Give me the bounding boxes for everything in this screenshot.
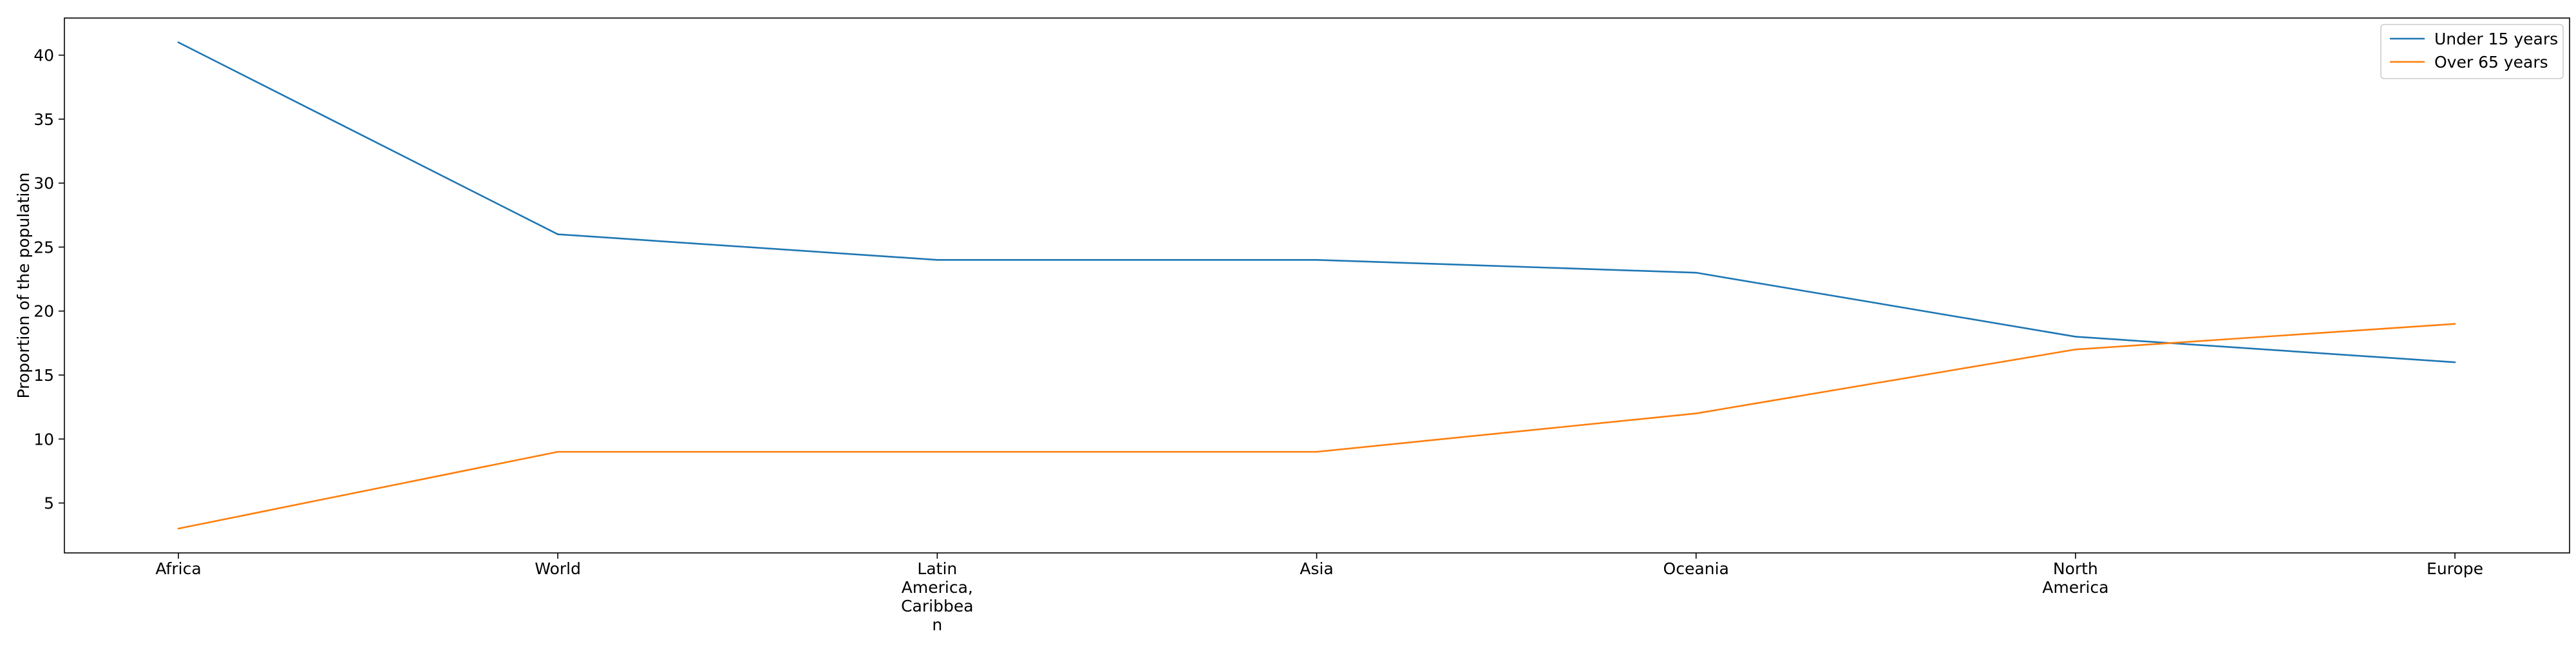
y-axis-ticks: 5 10 15 20 25 30 35 40	[33, 46, 64, 513]
x-tick-label-line: North	[2053, 559, 2098, 578]
x-tick-label-line: Oceania	[1663, 559, 1729, 578]
x-tick-label-line: World	[535, 559, 581, 578]
x-tick-label-line: America	[2042, 578, 2108, 597]
series-0-point	[2454, 361, 2456, 363]
x-tick-label: Asia	[1300, 559, 1333, 578]
y-axis-label: Proportion of the population	[14, 173, 33, 399]
legend: Under 15 years Over 65 years	[2380, 24, 2564, 79]
x-tick-label: World	[535, 559, 581, 578]
x-tick-label: North America	[2042, 559, 2108, 597]
y-tick-label: 20	[33, 302, 54, 321]
y-tick-label: 15	[33, 366, 54, 385]
x-tick-label: Europe	[2427, 559, 2483, 578]
x-tick-label: Africa	[155, 559, 201, 578]
x-tick-label-line: Latin	[917, 559, 957, 578]
series-0-point	[177, 41, 180, 44]
legend-label: Under 15 years	[2434, 30, 2558, 48]
legend-label: Over 65 years	[2434, 53, 2548, 72]
legend-box	[2380, 24, 2564, 79]
x-axis-ticks: Africa World Latin America, Caribbea n Asia Oce…	[155, 553, 2483, 634]
y-tick-label: 25	[33, 238, 54, 256]
series-lines	[177, 41, 2456, 530]
series-1-point	[177, 527, 180, 530]
x-tick-label-line: n	[932, 615, 942, 634]
y-tick-label: 5	[44, 494, 54, 513]
series-1-point	[556, 450, 559, 453]
series-0-point	[2074, 336, 2077, 338]
series-0-point	[1316, 258, 1318, 261]
series-0-point	[1695, 271, 1697, 274]
y-tick-label: 10	[33, 430, 54, 449]
x-tick-label: Latin America, Caribbea n	[901, 559, 973, 634]
series-0-point	[556, 233, 559, 235]
y-tick-label: 40	[33, 46, 54, 65]
series-1-point	[2074, 348, 2077, 351]
x-tick-label-line: Europe	[2427, 559, 2483, 578]
plot-area	[64, 17, 2570, 554]
x-tick-label-line: America,	[902, 578, 973, 597]
series-1-point	[2454, 323, 2456, 325]
series-1-point	[1695, 412, 1697, 414]
series-0-point	[936, 258, 938, 261]
x-tick-label-line: Asia	[1300, 559, 1333, 578]
x-tick-label: Oceania	[1663, 559, 1729, 578]
x-tick-label-line: Caribbea	[901, 597, 973, 615]
x-tick-label-line: Africa	[155, 559, 201, 578]
series-1-point	[1316, 450, 1318, 453]
series-1-point	[936, 450, 938, 453]
y-tick-label: 30	[33, 174, 54, 193]
y-tick-label: 35	[33, 110, 54, 129]
